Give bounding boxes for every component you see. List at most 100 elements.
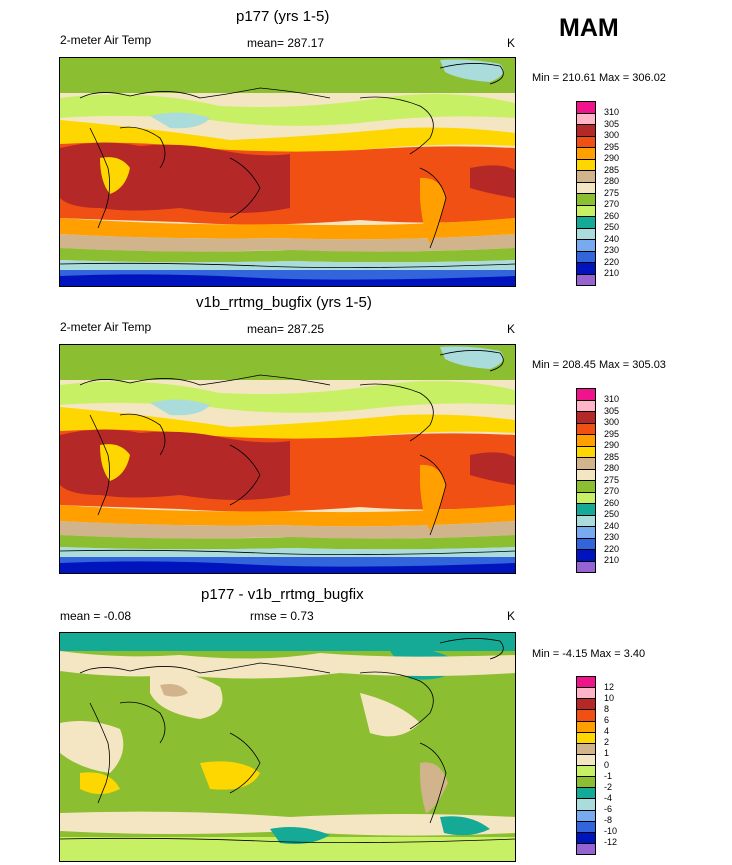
colorbar-label: 280 <box>604 463 620 473</box>
panel-1-band-south-subtropic <box>60 218 515 240</box>
panel-1-variable-label: 2-meter Air Temp <box>60 33 152 47</box>
colorbar-label: 240 <box>604 233 620 244</box>
panel-2-temperature-field <box>60 345 515 573</box>
panel-1-tibet-cold <box>150 112 210 129</box>
panel-3-colorbar: 12 10 8 6 4 2 1 0 -1 -2 -4 -6 -8 -10 -12 <box>576 676 636 855</box>
colorbar-label: -12 <box>604 837 618 848</box>
panel-2-band-north-mid <box>60 381 515 413</box>
colorbar-label: 8 <box>604 703 610 714</box>
colorbar-label: 250 <box>604 509 620 519</box>
panel-3-pacific-patch <box>360 693 420 737</box>
colorbar-label: 210 <box>604 268 620 278</box>
colorbar-label: -8 <box>604 815 613 826</box>
panel-2-coastlines <box>60 350 515 555</box>
panel-2-units: K <box>507 322 516 336</box>
colorbar-label: 240 <box>604 520 620 531</box>
panel-2-title: v1b_rrtmg_bugfix (yrs 1-5) <box>196 294 372 311</box>
colorbar-label: 220 <box>604 256 620 267</box>
panel-3-south-america-warm <box>420 762 448 813</box>
colorbar-label: 290 <box>604 153 620 163</box>
panel-2-mean-label: mean= 287.25 <box>247 322 325 336</box>
panel-3-units: K <box>507 609 516 623</box>
panel-1-band-south-cold <box>60 260 515 272</box>
colorbar-label: 4 <box>604 726 610 737</box>
panel-1-band-north-cold <box>60 58 515 93</box>
panel-3-antarctic-cold <box>270 827 330 844</box>
colorbar-label: 280 <box>604 176 620 186</box>
colorbar-label: 305 <box>604 118 620 129</box>
panel-1-colorbar: 310 305 300 295 290 285 280 275 270 260 250 240 230 2… <box>576 101 636 286</box>
colorbar-label: 260 <box>604 497 620 508</box>
panel-2-band-north-subtropic <box>60 407 515 440</box>
colorbar-label: 295 <box>604 141 620 152</box>
panel-1-mean-label: mean= 287.17 <box>247 36 325 50</box>
panel-3-coastlines <box>60 638 515 843</box>
colorbar-label: 230 <box>604 532 620 542</box>
panel-3-title: p177 - v1b_rrtmg_bugfix <box>201 586 364 603</box>
colorbar-label: 220 <box>604 543 620 554</box>
colorbar-label: -4 <box>604 792 613 803</box>
colorbar-swatch <box>576 273 596 286</box>
panel-3-south-band <box>60 811 515 836</box>
panel-2-band-north-cold <box>60 345 515 380</box>
panel-2-south-america <box>420 464 446 531</box>
colorbar-label: -2 <box>604 781 613 792</box>
colorbar-label: -6 <box>604 804 613 814</box>
panel-3-antarctic-cold-east <box>440 816 490 836</box>
colorbar-label: 310 <box>604 394 620 404</box>
panel-3-arctic-band <box>60 633 515 651</box>
colorbar-label: 290 <box>604 440 620 450</box>
panel-2-variable-label: 2-meter Air Temp <box>60 320 152 334</box>
panel-3-africa-warm <box>80 772 120 794</box>
colorbar-label: 285 <box>604 451 620 462</box>
panel-1-temperature-field <box>60 58 515 286</box>
panel-1-coastlines <box>60 63 515 268</box>
panel-3-map <box>59 632 516 862</box>
colorbar-swatch <box>576 560 596 573</box>
colorbar-label: 260 <box>604 210 620 221</box>
panel-2-colorbar: 310 305 300 295 290 285 280 275 270 260 250 240 230 2… <box>576 388 636 573</box>
panel-1-units: K <box>507 36 516 50</box>
panel-2-band-south-mid <box>60 521 515 539</box>
panel-3-asia-warm <box>160 684 188 697</box>
colorbar-label: 285 <box>604 164 620 175</box>
colorbar-label: 1 <box>604 748 610 759</box>
colorbar-label: 270 <box>604 199 620 209</box>
panel-2-tibet-cold <box>150 399 210 416</box>
panel-3-rmse-label: rmse = 0.73 <box>250 609 314 623</box>
panel-3-minmax: Min = -4.15 Max = 3.40 <box>532 648 646 660</box>
panel-1-south-america <box>420 177 446 244</box>
colorbar-label: 300 <box>604 417 620 427</box>
panel-1-band-north-mid <box>60 94 515 126</box>
panel-2-band-south-subtropic <box>60 505 515 527</box>
colorbar-label: 275 <box>604 474 620 485</box>
panel-1-band-antarctic-core <box>60 274 515 286</box>
panel-2-band-antarctic-core <box>60 561 515 573</box>
colorbar-label: 230 <box>604 245 620 255</box>
colorbar-label: 275 <box>604 187 620 198</box>
panel-3-difference-field <box>60 633 515 861</box>
panel-3-africa-patch <box>60 721 124 773</box>
panel-3-north-band <box>60 651 515 679</box>
panel-1-minmax: Min = 210.61 Max = 306.02 <box>532 72 666 84</box>
panel-1-band-south-cool <box>60 248 515 263</box>
panel-3-mean-label: mean = -0.08 <box>60 609 132 623</box>
panel-1-title: p177 (yrs 1-5) <box>236 8 330 25</box>
colorbar-label: 270 <box>604 486 620 496</box>
panel-2-band-south-cold <box>60 547 515 559</box>
colorbar-label: 210 <box>604 555 620 565</box>
panel-2-warm-east <box>470 452 515 485</box>
colorbar-label: 300 <box>604 130 620 140</box>
season-label: MAM <box>559 14 619 42</box>
panel-1-band-north-subtropic <box>60 120 515 153</box>
colorbar-label: 6 <box>604 715 610 725</box>
colorbar-label: 10 <box>604 692 615 703</box>
colorbar-label: 2 <box>604 737 610 748</box>
colorbar-label: 12 <box>604 681 615 692</box>
panel-1-band-south-mid <box>60 234 515 252</box>
panel-1-warm-east <box>470 165 515 198</box>
colorbar-swatch <box>576 842 596 855</box>
panel-2-minmax: Min = 208.45 Max = 305.03 <box>532 359 666 371</box>
colorbar-label: 310 <box>604 107 620 117</box>
colorbar-label: 0 <box>604 759 610 770</box>
